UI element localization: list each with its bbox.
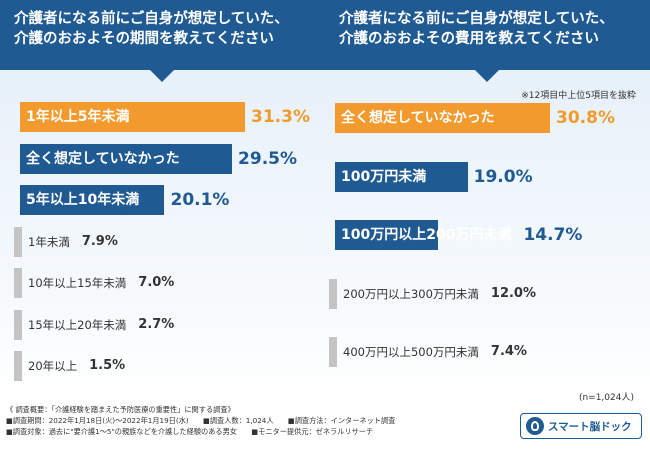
- logo-text: スマート脳ドック: [548, 420, 632, 433]
- right-bar: [329, 278, 337, 309]
- left-bar-value: 7.9%: [81, 233, 118, 249]
- right-bar-label: 全く想定していなかった: [341, 110, 495, 126]
- left-bar-row: 15年以上20年未満 2.7%: [14, 309, 320, 340]
- sample-size: (n=1,024人): [578, 393, 634, 403]
- left-bar-row: 10年以上15年未満 7.0%: [14, 268, 320, 298]
- left-bar-label: 1年未満: [28, 234, 70, 249]
- logo: スマート脳ドック: [520, 413, 642, 439]
- right-bar: [329, 337, 337, 367]
- right-bar: [335, 220, 438, 250]
- left-header-line-2: 介護のおおよその期間を教えてください: [14, 31, 274, 47]
- left-header: 介護者になる前にご自身が想定していた、 介護のおおよその期間を教えてください: [0, 0, 325, 70]
- footer-line-1: 《 調査概要：「介護経験を踏まえた予防医療の重要性」に関する調査》: [6, 405, 235, 414]
- right-header-line-2: 介護のおおよその費用を教えてください: [339, 31, 599, 47]
- left-bar-row: 1年未満 7.9%: [14, 226, 320, 257]
- right-bar-row: 400万円以上500万円未満 7.4%: [329, 337, 635, 367]
- left-bar-label: 全く想定していなかった: [26, 150, 180, 167]
- right-bar-label: 400万円以上500万円未満: [343, 345, 479, 359]
- left-bar-label: 20年以上: [28, 359, 78, 373]
- left-bar-label: 5年以上10年未満: [26, 192, 140, 208]
- right-bar-row: 全く想定していなかった 30.8%: [335, 103, 635, 133]
- left-bar-value: 31.3%: [251, 107, 310, 127]
- left-bar-label: 1年以上5年未満: [26, 109, 130, 125]
- left-bar-label: 10年以上15年未満: [28, 276, 127, 290]
- left-bar-row: 全く想定していなかった 29.5%: [20, 143, 320, 174]
- right-bar-row: 100万円未満 19.0%: [335, 161, 635, 192]
- left-bar: [20, 185, 165, 215]
- right-bar-value: 7.4%: [490, 344, 527, 359]
- brain-icon: [526, 417, 544, 435]
- left-bar-value: 7.0%: [138, 275, 175, 290]
- left-header-pointer: [150, 70, 174, 82]
- right-bar-label: 100万円以上200万円未満: [341, 227, 512, 243]
- right-bar-value: 30.8%: [556, 108, 615, 128]
- left-bar-row: 20年以上 1.5%: [14, 351, 320, 381]
- left-bar: [20, 143, 233, 174]
- left-bar: [20, 102, 245, 132]
- left-bar: [14, 226, 22, 257]
- right-bar: [335, 103, 550, 133]
- right-bar-label: 100万円未満: [341, 168, 427, 185]
- left-bar-value: 20.1%: [170, 190, 230, 210]
- right-chart-note: ※12項目中上位5項目を抜粋: [521, 91, 636, 101]
- survey-footer: 《 調査概要：「介護経験を踏まえた予防医療の重要性」に関する調査》 ■調査期間：…: [6, 404, 395, 437]
- right-header-line-1: 介護者になる前にご自身が想定していた、: [339, 11, 614, 27]
- right-bar: [335, 161, 468, 192]
- left-bar-value: 1.5%: [89, 358, 126, 373]
- footer-line-2: ■調査期間：2022年1月18日(火)～2022年1月19日(水) ■調査人数：…: [6, 416, 396, 425]
- footer-line-3: ■調査対象：過去に"要介護1～5"の親族などを介護した経験のある男女 ■モニター…: [6, 427, 374, 436]
- right-header: 介護者になる前にご自身が想定していた、 介護のおおよその費用を教えてください: [325, 0, 650, 70]
- left-bar-label: 15年以上20年未満: [28, 317, 127, 332]
- right-bar-row: 100万円以上200万円未満 14.7%: [335, 220, 635, 250]
- left-bar-row: 5年以上10年未満 20.1%: [20, 185, 320, 215]
- left-bar: [14, 268, 22, 298]
- right-header-pointer: [475, 70, 499, 82]
- right-bar-value: 19.0%: [473, 166, 533, 187]
- right-bar-label: 200万円以上300万円未満: [343, 286, 479, 301]
- left-bar-value: 29.5%: [238, 148, 298, 169]
- left-bar: [14, 309, 22, 340]
- left-bar-row: 1年以上5年未満 31.3%: [20, 102, 320, 132]
- left-bar-value: 2.7%: [138, 316, 175, 332]
- right-bar-row: 200万円以上300万円未満 12.0%: [329, 278, 635, 309]
- left-header-line-1: 介護者になる前にご自身が想定していた、: [14, 11, 289, 27]
- right-bar-value: 12.0%: [490, 285, 537, 301]
- right-bar-value: 14.7%: [523, 225, 583, 245]
- left-bar: [14, 351, 22, 381]
